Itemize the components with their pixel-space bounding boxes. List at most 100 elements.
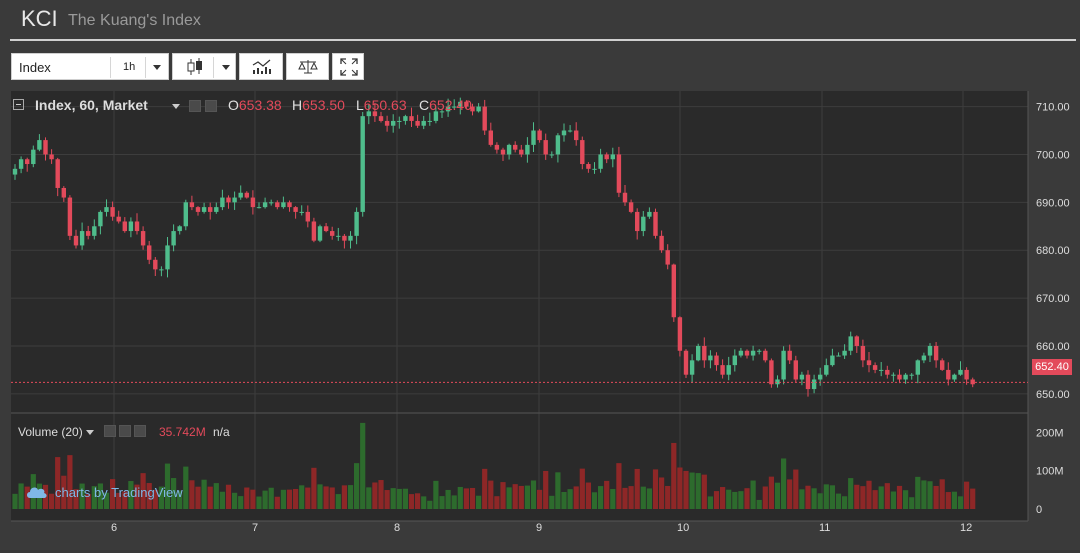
volume-bar	[360, 422, 366, 509]
volume-bar	[805, 485, 811, 509]
settings-icon[interactable]	[119, 425, 131, 437]
collapse-icon[interactable]	[13, 99, 24, 110]
volume-bar	[274, 496, 280, 509]
symbol-input[interactable]: Index	[19, 60, 51, 75]
candle-body	[348, 235, 353, 241]
candle-body	[183, 202, 188, 227]
volume-bar	[439, 496, 445, 509]
volume-bar	[213, 483, 219, 509]
volume-bar	[341, 485, 347, 509]
candle-body	[317, 226, 323, 241]
settings-icon[interactable]	[205, 100, 217, 112]
volume-bar	[537, 489, 543, 509]
indicators-icon	[252, 59, 271, 74]
compare-button[interactable]	[286, 53, 329, 80]
chart-area[interactable]: 710.00 700.00 690.00 680.00 670.00 660.00 650.…	[11, 91, 1070, 534]
volume-bar	[396, 488, 402, 509]
x-tick-label: 10	[677, 522, 689, 534]
candle-body	[427, 120, 432, 122]
candle-body	[921, 355, 927, 361]
candle-body	[683, 350, 689, 375]
volume-bar	[640, 486, 646, 509]
candle-body	[305, 211, 310, 222]
series-title[interactable]: Index, 60, Market	[35, 97, 148, 113]
volume-bar	[67, 455, 73, 509]
interval-selector[interactable]: 1h	[123, 61, 136, 73]
toolbar: Index 1h	[0, 50, 1080, 82]
volume-bar	[957, 496, 964, 509]
candle-body	[854, 336, 859, 346]
cloud-icon	[27, 487, 47, 498]
symbol-interval-group: Index 1h	[11, 53, 169, 80]
candle-body	[616, 154, 622, 193]
volume-bar	[646, 488, 652, 509]
candle-body	[92, 226, 97, 236]
chart-style-button[interactable]	[172, 53, 236, 80]
candle-body	[330, 231, 335, 236]
volume-bar	[268, 487, 274, 509]
x-tick-label: 6	[111, 522, 117, 534]
candle-body	[897, 374, 902, 380]
volume-bar	[152, 489, 158, 509]
candle-body	[287, 202, 292, 208]
candle-body	[866, 360, 872, 366]
volume-bar	[103, 492, 110, 509]
price-chart[interactable]: 710.00 700.00 690.00 680.00 670.00 660.00 650.…	[11, 91, 1080, 534]
candle-body	[647, 211, 652, 217]
volume-bar	[18, 483, 24, 509]
volume-menu-icon[interactable]	[86, 430, 94, 435]
candle-body	[598, 154, 603, 169]
volume-value: 35.742M	[159, 425, 206, 439]
indicators-button[interactable]	[239, 53, 283, 80]
candle-body	[927, 345, 933, 356]
candle-body	[238, 192, 243, 198]
candle-body	[622, 192, 628, 203]
candle-body	[567, 130, 573, 132]
volume-bar	[744, 488, 750, 509]
volume-bar	[787, 479, 793, 509]
candle-body	[366, 111, 371, 117]
volume-bar	[116, 492, 122, 509]
candle-body	[903, 374, 908, 380]
volume-bar	[750, 480, 756, 509]
visibility-icon[interactable]	[189, 100, 201, 112]
volume-bar	[97, 483, 103, 509]
volume-bar	[500, 482, 506, 509]
volume-bar	[317, 484, 323, 509]
series-menu-icon[interactable]	[172, 104, 180, 109]
volume-bar	[85, 494, 91, 509]
candle-body	[299, 211, 304, 213]
chart-style-dropdown-icon[interactable]	[222, 65, 230, 70]
volume-bar	[311, 467, 317, 509]
candle-body	[885, 369, 890, 375]
volume-bar	[457, 486, 463, 509]
candle-body	[720, 365, 725, 375]
volume-bar	[49, 493, 55, 509]
candle-body	[415, 120, 420, 126]
candle-body	[769, 360, 774, 385]
fullscreen-button[interactable]	[332, 53, 364, 80]
volume-bar	[561, 491, 567, 509]
candle-body	[470, 106, 475, 112]
candle-body	[433, 111, 439, 121]
volume-tick-label: 0	[1036, 504, 1042, 516]
volume-bar	[329, 487, 335, 509]
volume-bar	[823, 484, 829, 509]
volume-title[interactable]: Volume (20)	[18, 425, 83, 439]
candle-body	[549, 154, 554, 156]
candle-body	[232, 197, 237, 203]
volume-bar	[244, 487, 250, 509]
candle-body	[519, 149, 524, 155]
visibility-icon[interactable]	[104, 425, 116, 437]
candle-body	[336, 235, 341, 237]
interval-dropdown-icon[interactable]	[153, 65, 161, 70]
volume-bar	[12, 493, 18, 509]
candle-body	[787, 350, 792, 361]
candle-body	[226, 197, 231, 203]
close-icon[interactable]	[134, 425, 146, 437]
volume-bar	[219, 491, 225, 509]
candle-body	[488, 130, 493, 145]
candle-body	[964, 369, 969, 380]
volume-bar	[628, 486, 634, 509]
volume-legend: Volume (20) 35.742M n/a	[18, 425, 230, 439]
